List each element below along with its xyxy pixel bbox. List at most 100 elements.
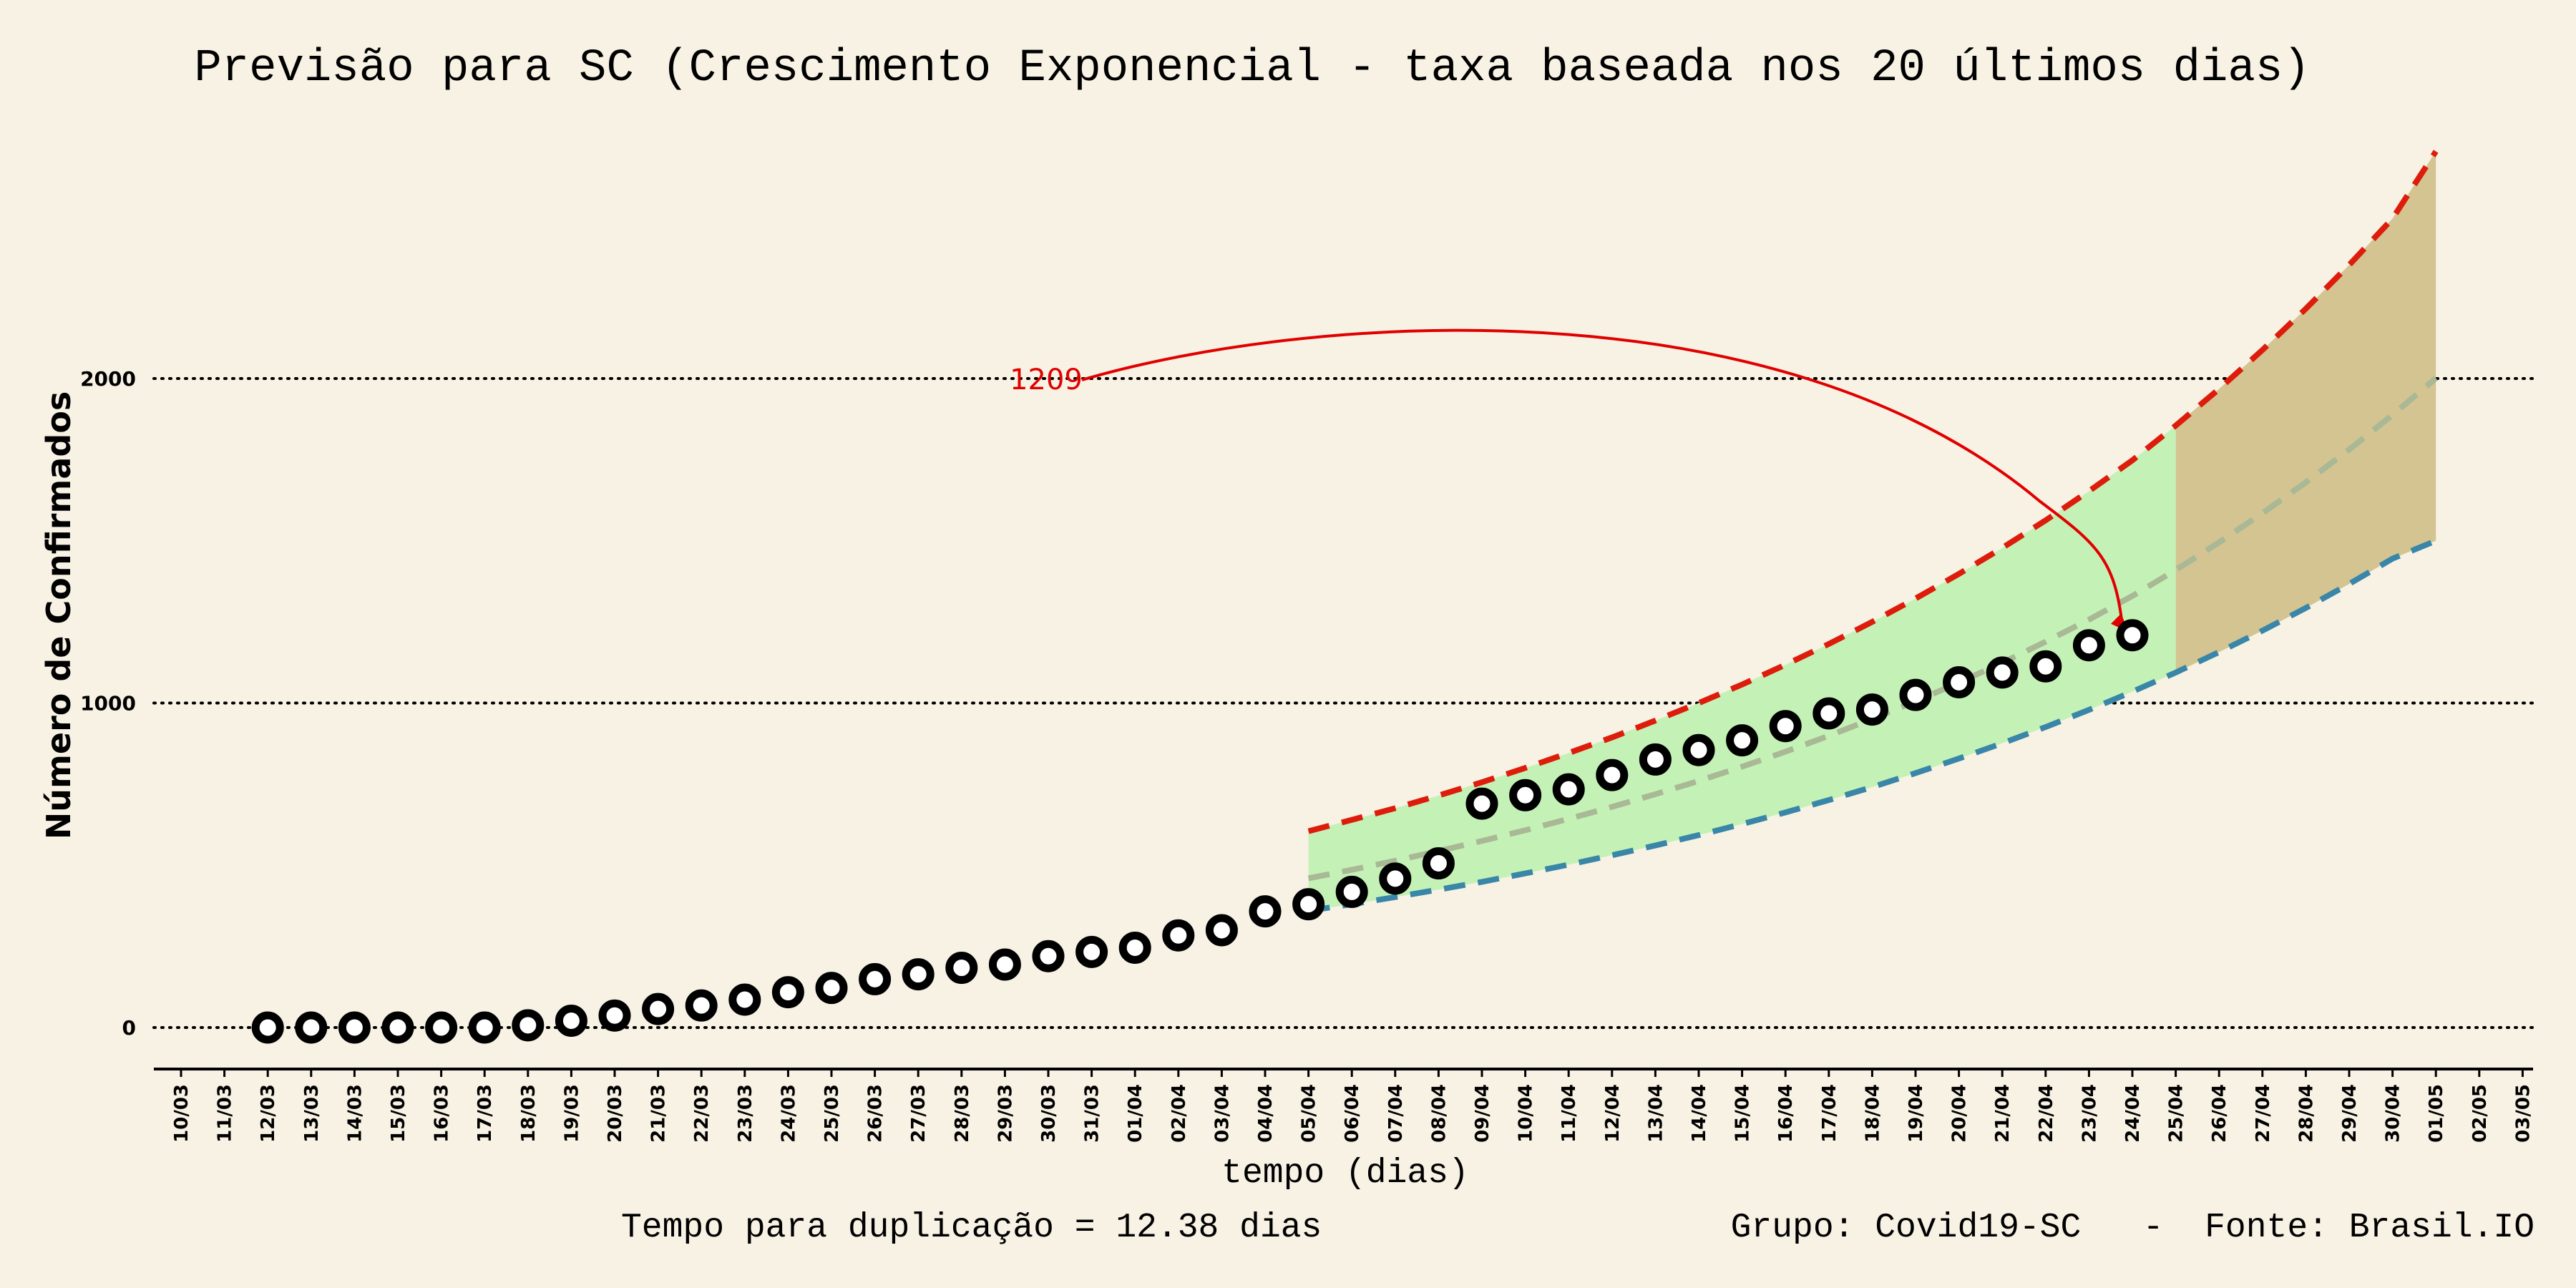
x-tick-label: 24/04 [2122, 1084, 2144, 1143]
data-point [815, 972, 848, 1005]
x-tick-label: 20/03 [605, 1084, 626, 1143]
data-point [1465, 787, 1498, 820]
x-tick-label: 28/04 [2296, 1084, 2317, 1143]
x-axis-label: tempo (dias) [1221, 1154, 1469, 1193]
x-tick-label: 23/04 [2079, 1084, 2100, 1143]
data-point [1813, 697, 1845, 730]
y-tick-label: 1000 [80, 692, 136, 716]
x-tick-label: 27/04 [2253, 1084, 2274, 1143]
x-tick-label: 20/04 [1949, 1084, 1971, 1143]
data-point [1855, 693, 1888, 726]
annotation-label: 1209 [1010, 364, 1083, 396]
doubling-time-text: Tempo para duplicação = 12.38 dias [621, 1209, 1322, 1247]
x-tick-label: 18/03 [518, 1084, 540, 1143]
x-tick-label: 25/04 [2166, 1084, 2187, 1143]
x-tick-label: 02/05 [2469, 1084, 2491, 1143]
x-tick-label: 30/03 [1038, 1084, 1060, 1143]
y-axis-ticks: 0 1000 2000 [80, 367, 136, 1040]
x-tick-label: 25/03 [821, 1084, 843, 1143]
forecast-band-future [2175, 151, 2436, 673]
data-point [1596, 758, 1629, 791]
x-tick-label: 15/04 [1732, 1084, 1754, 1143]
x-tick-label: 19/04 [1906, 1084, 1927, 1143]
x-tick-label: 18/04 [1862, 1084, 1883, 1143]
x-tick-label: 28/03 [952, 1084, 973, 1143]
data-point [468, 1011, 501, 1044]
confirmed-points [251, 619, 2149, 1044]
x-tick-label: 12/04 [1602, 1084, 1624, 1143]
forecast-lower-line [1308, 538, 2437, 914]
data-point [512, 1009, 545, 1042]
data-point [295, 1011, 328, 1044]
data-point [2072, 629, 2105, 662]
data-point [1726, 724, 1759, 757]
data-point [859, 962, 892, 995]
x-tick-label: 11/04 [1558, 1084, 1580, 1143]
data-point [685, 989, 718, 1022]
x-tick-label: 04/04 [1255, 1084, 1277, 1143]
data-point [1205, 914, 1238, 947]
data-point [1986, 656, 2019, 689]
x-tick-label: 06/04 [1342, 1084, 1363, 1143]
chart-title: Previsão para SC (Crescimento Exponencia… [194, 43, 2310, 94]
x-tick-label: 10/03 [171, 1084, 192, 1143]
x-tick-label: 12/03 [258, 1084, 279, 1143]
data-point [2116, 619, 2149, 652]
data-point [338, 1011, 371, 1044]
source-credit-text: Grupo: Covid19-SC - Fonte: Brasil.IO [1731, 1209, 2534, 1247]
data-point [251, 1011, 284, 1044]
data-point [1943, 665, 1976, 698]
x-tick-label: 13/04 [1645, 1084, 1667, 1143]
x-tick-label: 01/05 [2426, 1084, 2447, 1143]
data-point [771, 976, 804, 1009]
x-tick-label: 03/04 [1211, 1084, 1233, 1143]
data-point [381, 1011, 414, 1044]
x-tick-label: 01/04 [1125, 1084, 1146, 1143]
data-point [598, 999, 631, 1032]
x-tick-label: 30/04 [2383, 1084, 2404, 1143]
data-point [642, 992, 675, 1025]
x-tick-label: 31/03 [1082, 1084, 1103, 1143]
x-tick-label: 21/03 [648, 1084, 670, 1143]
data-point [1509, 779, 1542, 811]
x-tick-label: 15/03 [388, 1084, 409, 1143]
data-point [1899, 678, 1932, 711]
data-point [945, 952, 978, 985]
x-tick-label: 10/04 [1516, 1084, 1537, 1143]
data-point [1075, 935, 1108, 968]
x-tick-label: 17/03 [474, 1084, 496, 1143]
data-point [1032, 940, 1065, 972]
x-tick-label: 21/04 [1992, 1084, 2014, 1143]
data-point [1335, 875, 1368, 908]
y-tick-label: 2000 [80, 367, 136, 391]
x-tick-label: 16/03 [431, 1084, 453, 1143]
data-point [1422, 847, 1455, 880]
x-axis: 10/03 11/03 12/03 13/03 14/03 15/03 16/03 17/03… [154, 1068, 2534, 1143]
x-tick-label: 26/03 [865, 1084, 887, 1143]
x-tick-label: 14/03 [344, 1084, 366, 1143]
data-point [555, 1004, 587, 1037]
x-tick-label: 07/04 [1385, 1084, 1407, 1143]
data-point [728, 983, 761, 1016]
forecast-upper-line [1307, 150, 2439, 834]
x-tick-label: 03/05 [2512, 1084, 2534, 1143]
x-tick-label: 29/03 [995, 1084, 1016, 1143]
data-point [1639, 743, 1672, 776]
data-point [1682, 733, 1715, 766]
y-tick-label: 0 [122, 1016, 136, 1040]
data-point [1162, 919, 1195, 952]
x-tick-label: 29/04 [2339, 1084, 2361, 1143]
x-tick-label: 23/03 [735, 1084, 756, 1143]
x-tick-label: 26/04 [2209, 1084, 2230, 1143]
data-point [1552, 773, 1585, 806]
x-tick-label: 17/04 [1819, 1084, 1840, 1143]
x-tick-label: 13/03 [301, 1084, 323, 1143]
x-tick-label: 22/03 [691, 1084, 713, 1143]
data-point [988, 948, 1021, 981]
x-tick-label: 11/03 [215, 1084, 236, 1143]
x-tick-label: 14/04 [1689, 1084, 1710, 1143]
data-point [1379, 862, 1412, 895]
data-point [1249, 895, 1282, 928]
x-tick-label: 24/03 [778, 1084, 799, 1143]
data-point [902, 958, 935, 991]
